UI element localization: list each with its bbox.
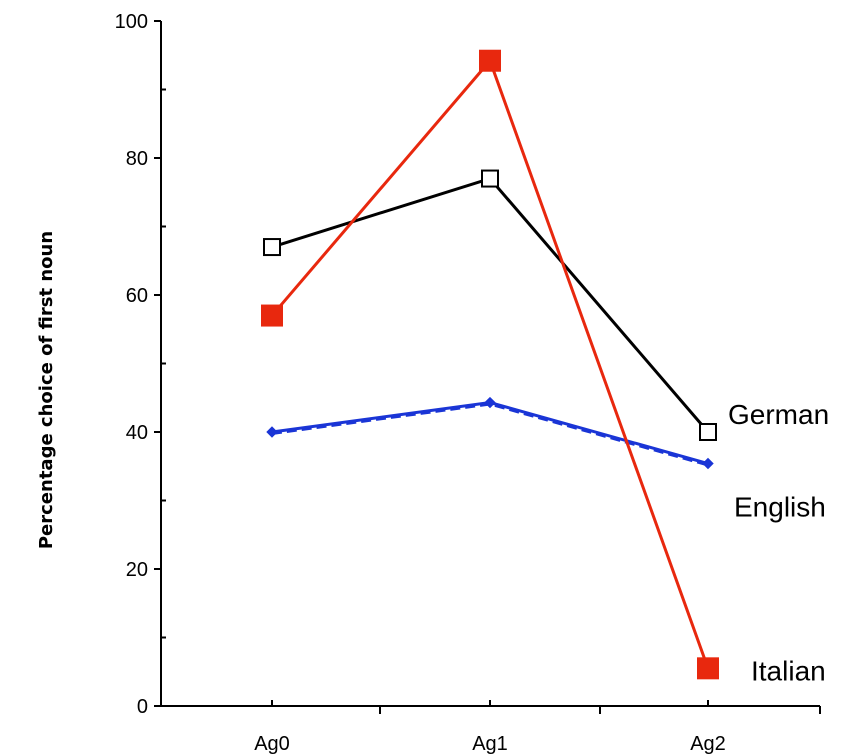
series-label-italian: Italian <box>751 655 826 686</box>
x-tick-label-ag1: Ag1 <box>472 733 508 755</box>
series-line-dashed-english <box>271 403 709 467</box>
y-tick-label: 0 <box>137 696 148 718</box>
axes: 0 20 40 60 80 100 Ag0 Ag1 Ag2 <box>115 11 821 755</box>
series-markers <box>261 49 719 680</box>
point-english-ag2 <box>702 457 714 470</box>
point-german-ag0 <box>263 238 281 257</box>
x-ticks: Ag0 Ag1 Ag2 <box>254 700 821 755</box>
point-english-ag1 <box>484 396 496 409</box>
x-tick-label-ag2: Ag2 <box>690 733 726 755</box>
series-label-english: English <box>734 492 826 523</box>
series-labels: German English Italian <box>728 399 829 686</box>
point-italian-ag1 <box>479 49 501 72</box>
point-english-ag0 <box>266 426 278 438</box>
point-italian-ag2 <box>697 657 719 680</box>
y-ticks: 0 20 40 60 80 100 <box>115 11 166 718</box>
y-tick-label: 20 <box>126 559 148 581</box>
y-tick-label: 100 <box>115 11 148 33</box>
series-lines <box>270 57 710 669</box>
series-line-english <box>271 401 709 465</box>
x-tick-label-ag0: Ag0 <box>254 733 290 755</box>
series-label-german: German <box>728 399 829 430</box>
point-german-ag2 <box>699 423 717 441</box>
series-line-german <box>271 176 710 433</box>
y-tick-label: 40 <box>126 422 148 444</box>
y-axis-title: Percentage choice of first noun <box>36 231 57 549</box>
y-tick-label: 60 <box>126 285 148 307</box>
y-tick-label: 80 <box>126 148 148 170</box>
point-german-ag1 <box>481 169 499 188</box>
point-italian-ag0 <box>261 304 283 327</box>
series-line-italian <box>270 57 710 669</box>
